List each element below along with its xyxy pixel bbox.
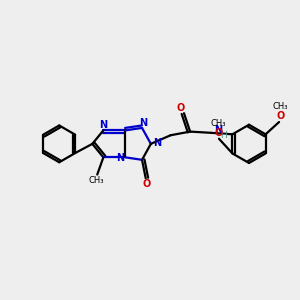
Text: N: N — [99, 120, 107, 130]
Text: N: N — [139, 118, 147, 128]
Text: O: O — [143, 178, 151, 189]
Text: N: N — [153, 138, 161, 148]
Text: N: N — [214, 125, 222, 135]
Text: CH₃: CH₃ — [273, 102, 288, 111]
Text: CH₃: CH₃ — [211, 119, 226, 128]
Text: H: H — [220, 131, 227, 140]
Text: N: N — [116, 153, 124, 163]
Text: O: O — [177, 103, 185, 113]
Text: O: O — [276, 111, 284, 121]
Text: O: O — [215, 128, 223, 138]
Text: CH₃: CH₃ — [88, 176, 104, 185]
